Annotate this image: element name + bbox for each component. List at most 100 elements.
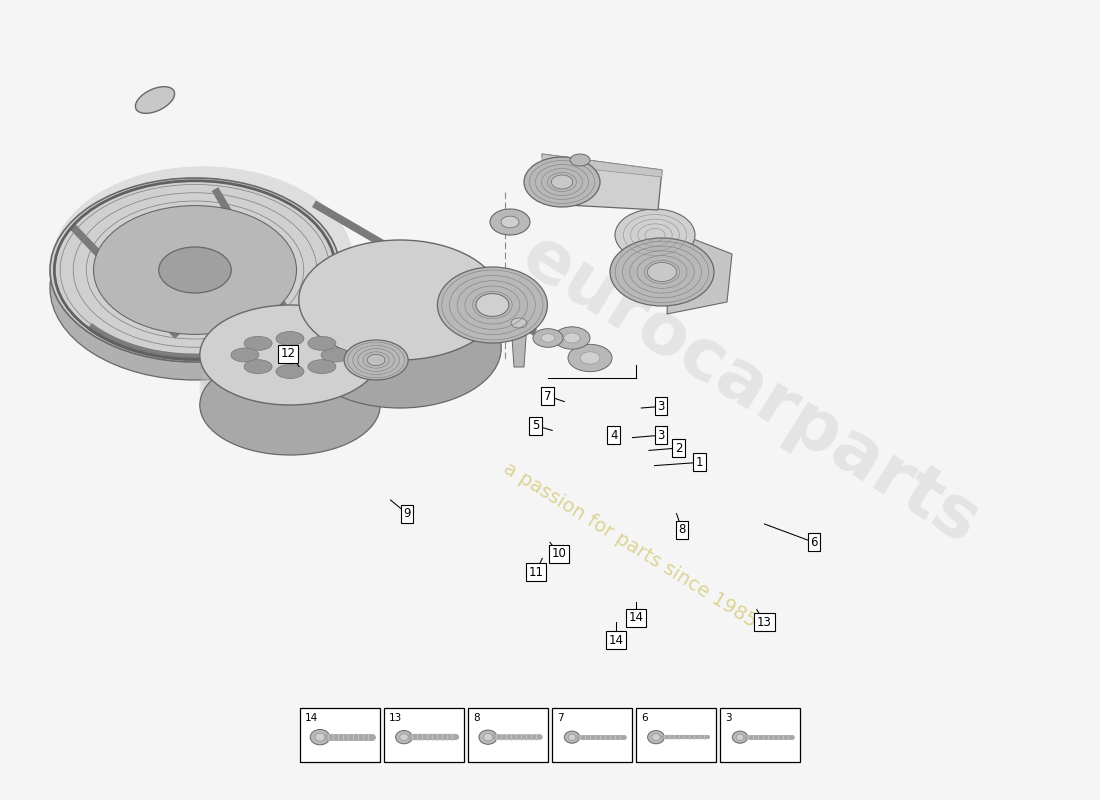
Ellipse shape — [524, 157, 600, 207]
Ellipse shape — [541, 334, 554, 342]
Text: 4: 4 — [610, 429, 617, 442]
Polygon shape — [50, 270, 340, 288]
Ellipse shape — [476, 294, 509, 316]
Polygon shape — [667, 230, 732, 314]
Text: 13: 13 — [389, 713, 403, 723]
Text: 7: 7 — [557, 713, 563, 723]
Text: a passion for parts since 1985: a passion for parts since 1985 — [499, 459, 760, 631]
Ellipse shape — [200, 355, 381, 455]
Ellipse shape — [299, 240, 502, 360]
Text: 12: 12 — [280, 347, 296, 360]
Text: 1: 1 — [696, 456, 703, 469]
Ellipse shape — [200, 355, 381, 455]
Text: 14: 14 — [608, 634, 624, 646]
FancyBboxPatch shape — [636, 708, 716, 762]
Text: 14: 14 — [628, 611, 643, 624]
Ellipse shape — [200, 320, 381, 420]
Ellipse shape — [200, 345, 381, 445]
Polygon shape — [542, 154, 662, 210]
FancyBboxPatch shape — [384, 708, 464, 762]
Ellipse shape — [551, 175, 573, 189]
Ellipse shape — [580, 352, 600, 364]
FancyBboxPatch shape — [468, 708, 548, 762]
Ellipse shape — [200, 325, 381, 425]
Ellipse shape — [321, 348, 349, 362]
Ellipse shape — [276, 331, 304, 346]
Ellipse shape — [200, 310, 381, 410]
Ellipse shape — [652, 734, 660, 741]
Ellipse shape — [299, 282, 502, 402]
Ellipse shape — [512, 318, 527, 328]
Text: 14: 14 — [305, 713, 318, 723]
Ellipse shape — [315, 734, 324, 741]
Ellipse shape — [244, 360, 272, 374]
Text: 3: 3 — [658, 429, 664, 442]
Ellipse shape — [615, 209, 695, 261]
Ellipse shape — [648, 262, 676, 282]
Ellipse shape — [438, 267, 548, 343]
Ellipse shape — [200, 330, 381, 430]
Text: 3: 3 — [658, 400, 664, 413]
Ellipse shape — [52, 166, 354, 358]
Ellipse shape — [564, 731, 580, 743]
Ellipse shape — [564, 333, 580, 343]
Ellipse shape — [554, 327, 590, 349]
Ellipse shape — [299, 258, 502, 378]
Ellipse shape — [478, 730, 497, 744]
Ellipse shape — [244, 336, 272, 350]
Ellipse shape — [310, 730, 330, 745]
Ellipse shape — [568, 734, 576, 740]
Ellipse shape — [299, 240, 502, 360]
Ellipse shape — [736, 734, 744, 740]
Polygon shape — [512, 323, 527, 367]
Ellipse shape — [200, 335, 381, 435]
FancyBboxPatch shape — [300, 708, 379, 762]
Text: 11: 11 — [528, 566, 543, 578]
Ellipse shape — [441, 273, 535, 338]
Ellipse shape — [299, 288, 502, 408]
Ellipse shape — [200, 315, 381, 415]
Text: 8: 8 — [679, 523, 685, 536]
Text: 13: 13 — [757, 616, 772, 629]
Ellipse shape — [299, 264, 502, 384]
Ellipse shape — [570, 154, 590, 166]
Ellipse shape — [50, 178, 340, 362]
Ellipse shape — [308, 360, 336, 374]
Ellipse shape — [396, 730, 412, 744]
Ellipse shape — [299, 252, 502, 372]
Ellipse shape — [733, 731, 748, 743]
Ellipse shape — [135, 86, 175, 114]
Ellipse shape — [299, 246, 502, 366]
Text: 7: 7 — [544, 390, 551, 402]
Text: 2: 2 — [675, 442, 682, 454]
Ellipse shape — [299, 276, 502, 396]
Text: 10: 10 — [551, 547, 566, 560]
Ellipse shape — [308, 336, 336, 350]
Text: 6: 6 — [811, 536, 817, 549]
Ellipse shape — [299, 270, 502, 390]
Ellipse shape — [568, 344, 612, 372]
Text: 9: 9 — [404, 507, 410, 520]
Ellipse shape — [200, 350, 381, 450]
Ellipse shape — [610, 238, 714, 306]
Text: 8: 8 — [473, 713, 480, 723]
Ellipse shape — [648, 730, 664, 744]
Ellipse shape — [200, 305, 381, 405]
Ellipse shape — [490, 209, 530, 235]
Text: 6: 6 — [641, 713, 648, 723]
Polygon shape — [542, 154, 662, 177]
Ellipse shape — [500, 216, 519, 228]
Ellipse shape — [399, 734, 408, 741]
Ellipse shape — [484, 734, 493, 741]
Ellipse shape — [276, 365, 304, 378]
Text: eurocarparts: eurocarparts — [508, 222, 991, 558]
Ellipse shape — [231, 348, 258, 362]
Ellipse shape — [158, 247, 231, 293]
Ellipse shape — [367, 354, 385, 366]
Ellipse shape — [200, 340, 381, 440]
Ellipse shape — [50, 196, 340, 380]
Ellipse shape — [534, 329, 563, 347]
Text: 3: 3 — [725, 713, 732, 723]
Ellipse shape — [200, 305, 381, 405]
Ellipse shape — [94, 206, 297, 334]
